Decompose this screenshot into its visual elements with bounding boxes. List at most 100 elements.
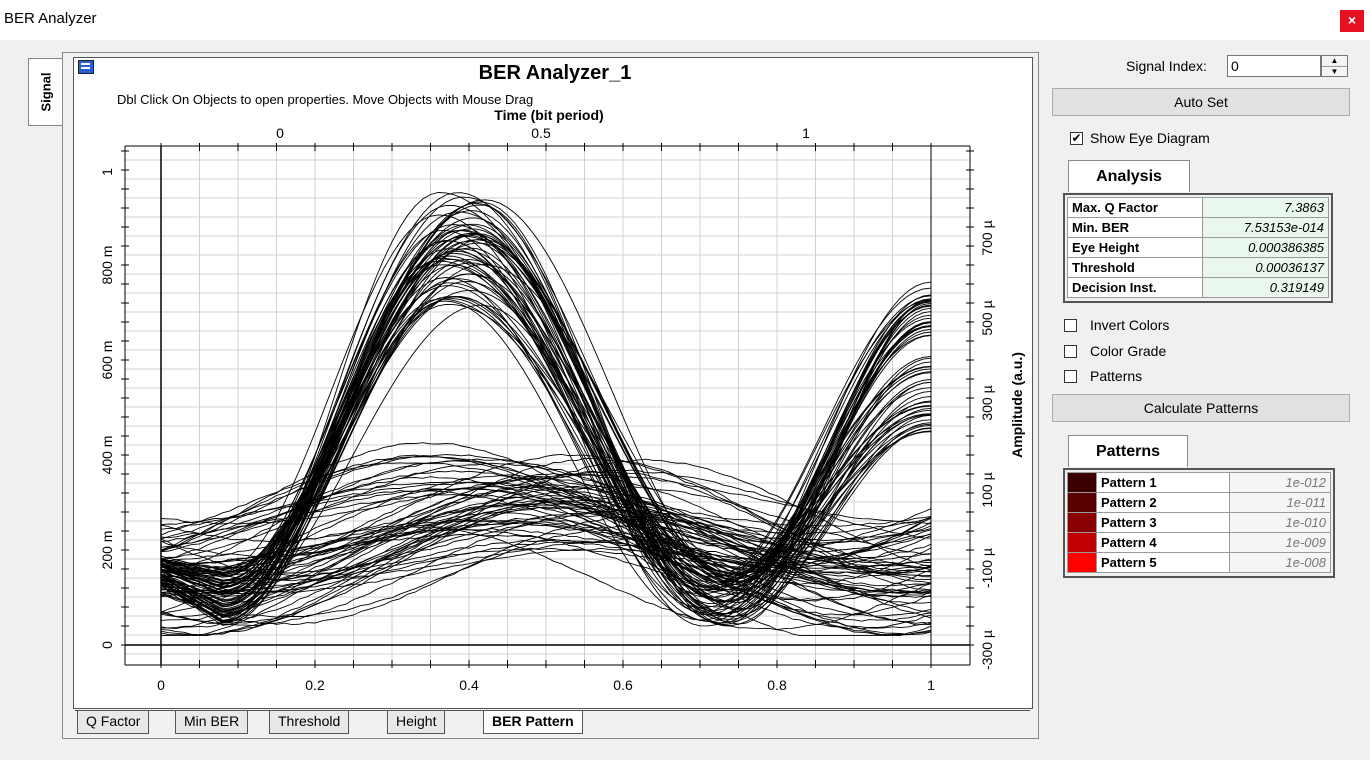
analysis-value[interactable]: 0.00036137 bbox=[1201, 257, 1330, 278]
eye-trace-low bbox=[160, 533, 932, 575]
bottom-tick-label: 1 bbox=[927, 677, 935, 693]
pattern-row[interactable]: Pattern 5 1e-008 bbox=[1067, 552, 1332, 573]
eye-trace-high bbox=[160, 199, 932, 592]
bottom-tick-label: 0 bbox=[157, 677, 165, 693]
eye-trace-low bbox=[160, 460, 932, 585]
signal-index-input[interactable]: 0 bbox=[1227, 55, 1321, 77]
pattern-name: Pattern 2 bbox=[1096, 492, 1230, 513]
left-tick-label: 0 bbox=[99, 641, 115, 649]
tick-labels: 0 0.5 1 0 0.2 0.4 0.6 0.8 1 1 800 m 600 … bbox=[99, 125, 1025, 693]
analysis-value[interactable]: 7.53153e-014 bbox=[1201, 217, 1330, 238]
color-grade-label[interactable]: Color Grade bbox=[1090, 343, 1167, 359]
pattern-row[interactable]: Pattern 3 1e-010 bbox=[1067, 512, 1332, 533]
eye-traces bbox=[160, 192, 932, 637]
tab-threshold[interactable]: Threshold bbox=[269, 711, 350, 734]
eye-trace-low bbox=[160, 499, 932, 573]
left-tick-label: 400 m bbox=[99, 436, 115, 475]
eye-trace-low bbox=[160, 526, 932, 631]
pattern-row[interactable]: Pattern 4 1e-009 bbox=[1067, 532, 1332, 553]
tab-signal[interactable]: Signal bbox=[28, 58, 63, 126]
graph-title[interactable]: BER Analyzer_1 bbox=[478, 62, 632, 84]
tab-q-factor[interactable]: Q Factor bbox=[77, 711, 150, 734]
pattern-value[interactable]: 1e-009 bbox=[1228, 532, 1332, 553]
top-tick-label: 0.5 bbox=[531, 125, 551, 141]
show-eye-label[interactable]: Show Eye Diagram bbox=[1090, 130, 1210, 146]
right-tick-label: 300 µ bbox=[979, 385, 995, 420]
analysis-tab[interactable]: Analysis bbox=[1068, 160, 1190, 192]
eye-trace-low bbox=[160, 473, 932, 577]
close-button[interactable]: × bbox=[1340, 10, 1364, 32]
eye-trace-high bbox=[160, 255, 932, 623]
analysis-table: Max. Q Factor 7.3863 Min. BER 7.53153e-014… bbox=[1067, 197, 1330, 298]
signal-index-stepper[interactable]: ▲ ▼ bbox=[1321, 55, 1348, 77]
right-tick-label: -300 µ bbox=[979, 630, 995, 670]
bottom-tab-strip: Q Factor Min BER Threshold Height BER Pa… bbox=[75, 710, 1030, 735]
left-tick-label: 800 m bbox=[99, 246, 115, 285]
invert-colors-checkbox[interactable] bbox=[1064, 319, 1077, 332]
eye-trace-low bbox=[160, 509, 932, 574]
eye-trace-low bbox=[160, 458, 932, 544]
right-axis-label[interactable]: Amplitude (a.u.) bbox=[1009, 352, 1025, 458]
eye-trace-low bbox=[160, 474, 932, 578]
eye-trace-low bbox=[160, 484, 932, 595]
eye-trace-high bbox=[160, 223, 932, 589]
analysis-row: Max. Q Factor 7.3863 bbox=[1067, 197, 1330, 218]
bottom-tick-label: 0.4 bbox=[459, 677, 479, 693]
eye-trace-low bbox=[160, 522, 932, 622]
pattern-value[interactable]: 1e-008 bbox=[1228, 552, 1332, 573]
pattern-swatch[interactable] bbox=[1067, 552, 1097, 573]
pattern-swatch[interactable] bbox=[1067, 472, 1097, 493]
eye-trace-low bbox=[160, 547, 932, 595]
eye-trace-low bbox=[160, 517, 932, 629]
tab-min-ber[interactable]: Min BER bbox=[175, 711, 249, 734]
eye-trace-high bbox=[160, 210, 932, 626]
pattern-name: Pattern 3 bbox=[1096, 512, 1230, 533]
calculate-patterns-button[interactable]: Calculate Patterns bbox=[1052, 394, 1350, 422]
graph-menu-icon[interactable] bbox=[78, 60, 94, 74]
top-tick-label: 1 bbox=[802, 125, 810, 141]
eye-trace-high bbox=[160, 236, 932, 584]
eye-trace-low bbox=[160, 457, 932, 585]
analysis-value[interactable]: 0.319149 bbox=[1201, 277, 1330, 298]
color-grade-checkbox[interactable] bbox=[1064, 345, 1077, 358]
eye-trace-low bbox=[160, 456, 932, 566]
invert-colors-label[interactable]: Invert Colors bbox=[1090, 317, 1170, 333]
pattern-value[interactable]: 1e-012 bbox=[1228, 472, 1332, 493]
eye-trace-low bbox=[160, 488, 932, 553]
eye-trace-low bbox=[161, 512, 932, 637]
auto-set-button[interactable]: Auto Set bbox=[1052, 88, 1350, 116]
pattern-swatch[interactable] bbox=[1067, 532, 1097, 553]
analysis-key: Max. Q Factor bbox=[1067, 197, 1203, 218]
eye-trace-low bbox=[160, 507, 932, 637]
patterns-label[interactable]: Patterns bbox=[1090, 368, 1143, 384]
bottom-tick-label: 0.8 bbox=[767, 677, 787, 693]
spin-down-icon[interactable]: ▼ bbox=[1330, 67, 1339, 76]
patterns-checkbox[interactable] bbox=[1064, 370, 1077, 383]
eye-trace-low bbox=[160, 478, 932, 598]
eye-trace-high bbox=[160, 260, 932, 605]
tab-ber-pattern[interactable]: BER Pattern bbox=[483, 711, 583, 734]
patterns-tab[interactable]: Patterns bbox=[1068, 435, 1188, 467]
tab-height[interactable]: Height bbox=[387, 711, 446, 734]
analysis-key: Threshold bbox=[1067, 257, 1203, 278]
left-tick-label: 600 m bbox=[99, 341, 115, 380]
pattern-swatch[interactable] bbox=[1067, 512, 1097, 533]
pattern-value[interactable]: 1e-011 bbox=[1228, 492, 1332, 513]
analysis-value[interactable]: 0.000386385 bbox=[1201, 237, 1330, 258]
plot-axes bbox=[121, 143, 974, 668]
analysis-value[interactable]: 7.3863 bbox=[1201, 197, 1330, 218]
eye-trace-low bbox=[160, 538, 932, 582]
show-eye-checkbox[interactable]: ✔ bbox=[1070, 131, 1083, 145]
pattern-row[interactable]: Pattern 2 1e-011 bbox=[1067, 492, 1332, 513]
analysis-row: Min. BER 7.53153e-014 bbox=[1067, 217, 1330, 238]
right-tick-label: 100 µ bbox=[979, 472, 995, 507]
pattern-swatch[interactable] bbox=[1067, 492, 1097, 513]
analysis-row: Threshold 0.00036137 bbox=[1067, 257, 1330, 278]
spin-up-icon[interactable]: ▲ bbox=[1322, 56, 1347, 67]
pattern-value[interactable]: 1e-010 bbox=[1228, 512, 1332, 533]
window-title: BER Analyzer bbox=[4, 10, 97, 27]
top-axis-label[interactable]: Time (bit period) bbox=[494, 107, 604, 123]
left-tick-label: 200 m bbox=[99, 531, 115, 570]
pattern-row[interactable]: Pattern 1 1e-012 bbox=[1067, 472, 1332, 493]
